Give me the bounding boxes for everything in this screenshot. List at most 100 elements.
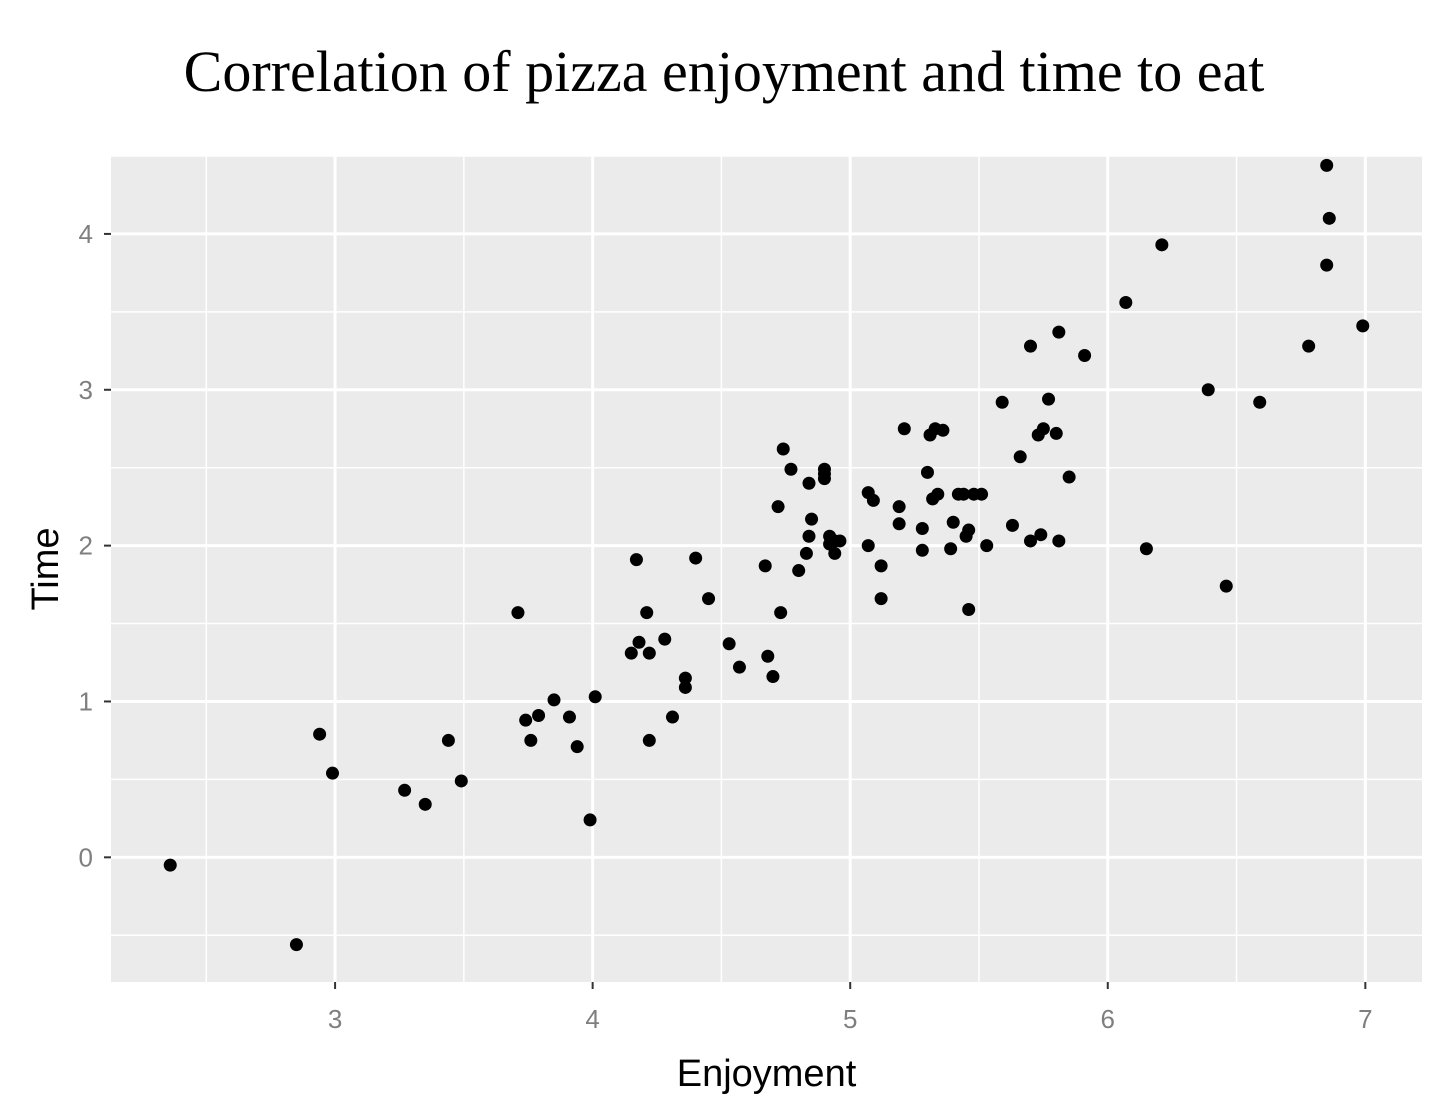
data-point — [758, 559, 772, 573]
data-point — [562, 710, 576, 724]
data-point — [776, 442, 790, 456]
x-axis-title: Enjoyment — [677, 1053, 857, 1095]
data-point — [792, 564, 806, 578]
data-point — [632, 635, 646, 649]
data-point — [640, 606, 654, 620]
data-point — [861, 539, 875, 553]
data-point — [1320, 258, 1334, 272]
data-point — [1201, 383, 1215, 397]
data-point — [784, 462, 798, 476]
data-point — [915, 521, 929, 535]
x-tick-label: 6 — [1101, 1004, 1115, 1034]
data-point — [678, 671, 692, 685]
data-point — [1005, 518, 1019, 532]
data-point — [1042, 392, 1056, 406]
data-point — [722, 637, 736, 651]
data-point — [920, 465, 934, 479]
data-points — [163, 158, 1370, 952]
major-gridlines — [111, 156, 1422, 982]
y-tick-label: 3 — [79, 375, 93, 405]
data-point — [163, 858, 177, 872]
data-point — [946, 515, 960, 529]
data-point — [980, 539, 994, 553]
data-point — [1119, 295, 1133, 309]
data-point — [1078, 348, 1092, 362]
data-point — [944, 542, 958, 556]
minor-gridlines — [111, 155, 1422, 982]
x-axis-ticks: 3 4 5 6 7 — [328, 982, 1373, 1034]
data-point — [1052, 534, 1066, 548]
data-point — [1356, 319, 1370, 333]
data-point — [1155, 238, 1169, 252]
data-point — [1049, 426, 1063, 440]
data-point — [975, 487, 989, 501]
data-point — [398, 783, 412, 797]
y-tick-label: 2 — [79, 531, 93, 561]
data-point — [828, 546, 842, 560]
data-point — [642, 646, 656, 660]
data-point — [532, 708, 546, 722]
data-point — [1036, 422, 1050, 436]
data-point — [732, 660, 746, 674]
data-point — [547, 693, 561, 707]
data-point — [1139, 542, 1153, 556]
data-point — [1024, 534, 1038, 548]
data-point — [1052, 325, 1066, 339]
data-point — [524, 733, 538, 747]
y-tick-label: 4 — [79, 219, 93, 249]
data-point — [511, 606, 525, 620]
data-point — [702, 592, 716, 606]
data-point — [570, 740, 584, 754]
data-point — [1253, 395, 1267, 409]
data-point — [936, 423, 950, 437]
data-point — [805, 512, 819, 526]
data-point — [761, 649, 775, 663]
data-point — [689, 551, 703, 565]
data-point — [629, 553, 643, 567]
chart-title: Correlation of pizza enjoyment and time … — [183, 39, 1265, 104]
y-tick-label: 1 — [79, 686, 93, 716]
data-point — [665, 710, 679, 724]
data-point — [892, 500, 906, 514]
data-point — [962, 523, 976, 537]
data-point — [624, 646, 638, 660]
data-point — [454, 774, 468, 788]
data-point — [874, 592, 888, 606]
x-tick-label: 4 — [585, 1004, 599, 1034]
data-point — [418, 797, 432, 811]
data-point — [583, 813, 597, 827]
x-tick-label: 3 — [328, 1004, 342, 1034]
data-point — [1322, 211, 1336, 225]
data-point — [897, 422, 911, 436]
data-point — [1302, 339, 1316, 353]
y-tick-label: 0 — [79, 842, 93, 872]
data-point — [799, 546, 813, 560]
data-point — [588, 690, 602, 704]
data-point — [833, 534, 847, 548]
data-point — [1034, 528, 1048, 542]
data-point — [817, 462, 831, 476]
data-point — [658, 632, 672, 646]
data-point — [1024, 339, 1038, 353]
x-tick-label: 7 — [1358, 1004, 1372, 1034]
data-point — [326, 766, 340, 780]
data-point — [774, 606, 788, 620]
data-point — [874, 559, 888, 573]
data-point — [1219, 579, 1233, 593]
x-tick-label: 5 — [843, 1004, 857, 1034]
data-point — [678, 680, 692, 694]
data-point — [1320, 158, 1334, 172]
data-point — [441, 733, 455, 747]
data-point — [289, 938, 303, 952]
data-point — [771, 500, 785, 514]
data-point — [642, 733, 656, 747]
data-point — [931, 487, 945, 501]
data-point — [313, 727, 327, 741]
data-point — [519, 713, 533, 727]
data-point — [802, 476, 816, 490]
data-point — [802, 529, 816, 543]
y-axis-title: Time — [25, 527, 67, 610]
data-point — [1013, 450, 1027, 464]
data-point — [1062, 470, 1076, 484]
